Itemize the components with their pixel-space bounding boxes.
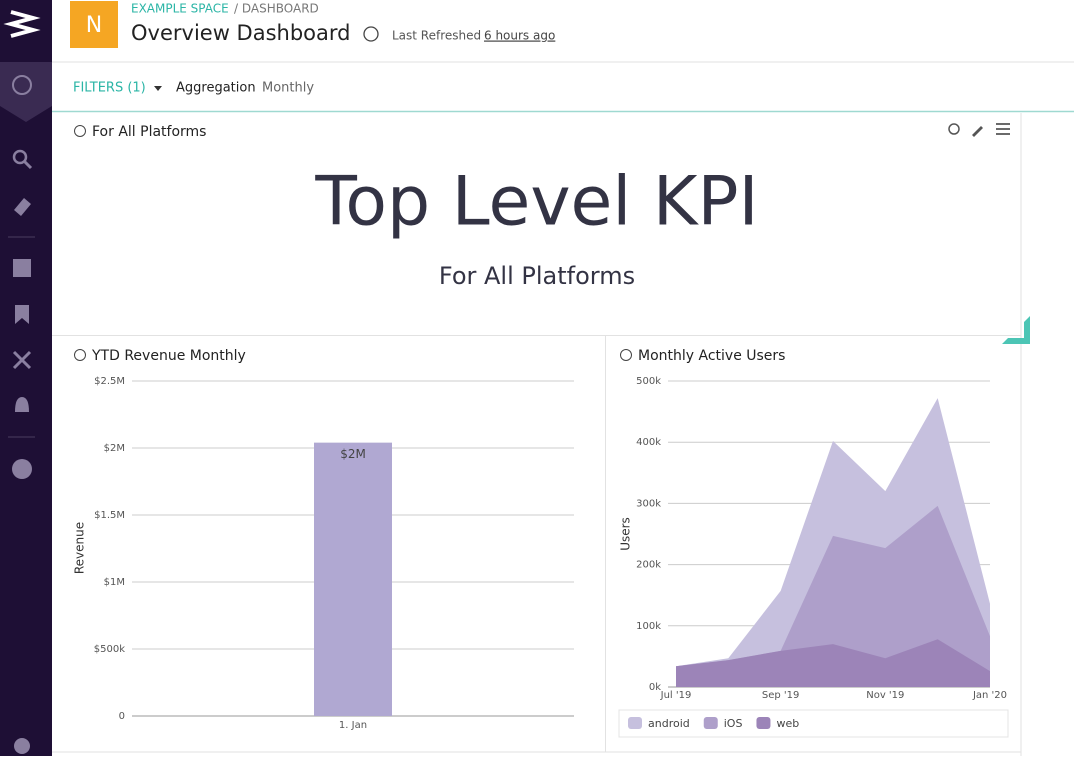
x-tick-label: Jan '20	[972, 690, 1007, 701]
filters-button[interactable]: FILTERS (1)	[73, 81, 146, 96]
y-tick-label: $2.5M	[94, 376, 125, 387]
x-tick-label: Jul '19	[660, 690, 692, 701]
settings-icon[interactable]	[14, 738, 30, 754]
dashboard-icon[interactable]	[13, 259, 31, 277]
legend-swatch	[628, 717, 642, 729]
search-icon[interactable]	[12, 149, 28, 165]
kpi-panel	[52, 113, 1021, 335]
aggregation-label: Aggregation	[176, 81, 256, 96]
x-tick-label: Nov '19	[866, 690, 904, 701]
y-tick-label: 300k	[636, 498, 661, 509]
menu-icon[interactable]	[996, 123, 1010, 135]
y-tick-label: 200k	[636, 560, 661, 571]
area	[676, 639, 990, 687]
area	[676, 505, 990, 687]
legend	[618, 709, 1009, 738]
globe-icon[interactable]	[12, 75, 32, 95]
legend-label: web	[776, 717, 799, 730]
data-label: $2M	[340, 447, 366, 461]
y-tick-label: $1.5M	[94, 510, 125, 521]
y-tick-label: $1M	[104, 577, 125, 588]
space-logo	[70, 1, 118, 48]
breadcrumb-page: / DASHBOARD	[234, 2, 319, 16]
scissors-icon[interactable]	[12, 350, 32, 370]
info-icon[interactable]	[620, 349, 632, 361]
y-tick-label: 0	[119, 711, 125, 722]
y-tick-label: 100k	[636, 621, 661, 632]
refreshed-value[interactable]: 6 hours ago	[484, 29, 555, 43]
resize-handle[interactable]	[1002, 316, 1030, 344]
space-logo-letter: N	[86, 13, 102, 38]
y-tick-label: 500k	[636, 376, 661, 387]
edit-icon[interactable]	[972, 126, 983, 137]
info-icon[interactable]	[74, 349, 86, 361]
breadcrumb-space[interactable]: EXAMPLE SPACE	[131, 2, 229, 16]
info-icon[interactable]	[74, 125, 86, 137]
info-icon[interactable]	[363, 26, 379, 42]
y-axis-label: Revenue	[73, 522, 87, 574]
dashboard-title: Overview Dashboard	[131, 21, 350, 45]
x-tick-label: Sep '19	[762, 690, 800, 701]
legend-swatch	[756, 717, 771, 729]
y-tick-label: 0k	[649, 682, 661, 693]
chart-title: YTD Revenue Monthly	[91, 348, 246, 364]
legend-label: iOS	[724, 717, 743, 730]
kpi-subheading: For All Platforms	[439, 262, 635, 290]
filters-caret[interactable]	[154, 86, 162, 91]
y-tick-label: $2M	[104, 443, 125, 454]
legend-swatch	[703, 717, 718, 729]
refresh-icon[interactable]	[948, 123, 960, 135]
logo-icon	[3, 10, 41, 38]
legend-label: android	[648, 717, 690, 730]
aggregation-value[interactable]: Monthly	[262, 81, 314, 96]
bar	[314, 442, 392, 716]
bell-icon[interactable]	[15, 397, 29, 412]
chart-title: Monthly Active Users	[638, 348, 785, 364]
bookmark-icon[interactable]	[15, 305, 29, 324]
tag-icon[interactable]	[14, 198, 31, 216]
panel-title: For All Platforms	[92, 124, 206, 140]
refreshed-label: Last Refreshed	[392, 29, 481, 43]
y-axis-label: Users	[619, 517, 633, 551]
compass-icon[interactable]	[12, 459, 32, 479]
y-tick-label: 400k	[636, 437, 661, 448]
sidebar	[0, 0, 52, 756]
y-tick-label: $500k	[94, 644, 125, 655]
x-tick-label: 1. Jan	[339, 720, 367, 731]
kpi-heading: Top Level KPI	[314, 163, 758, 242]
